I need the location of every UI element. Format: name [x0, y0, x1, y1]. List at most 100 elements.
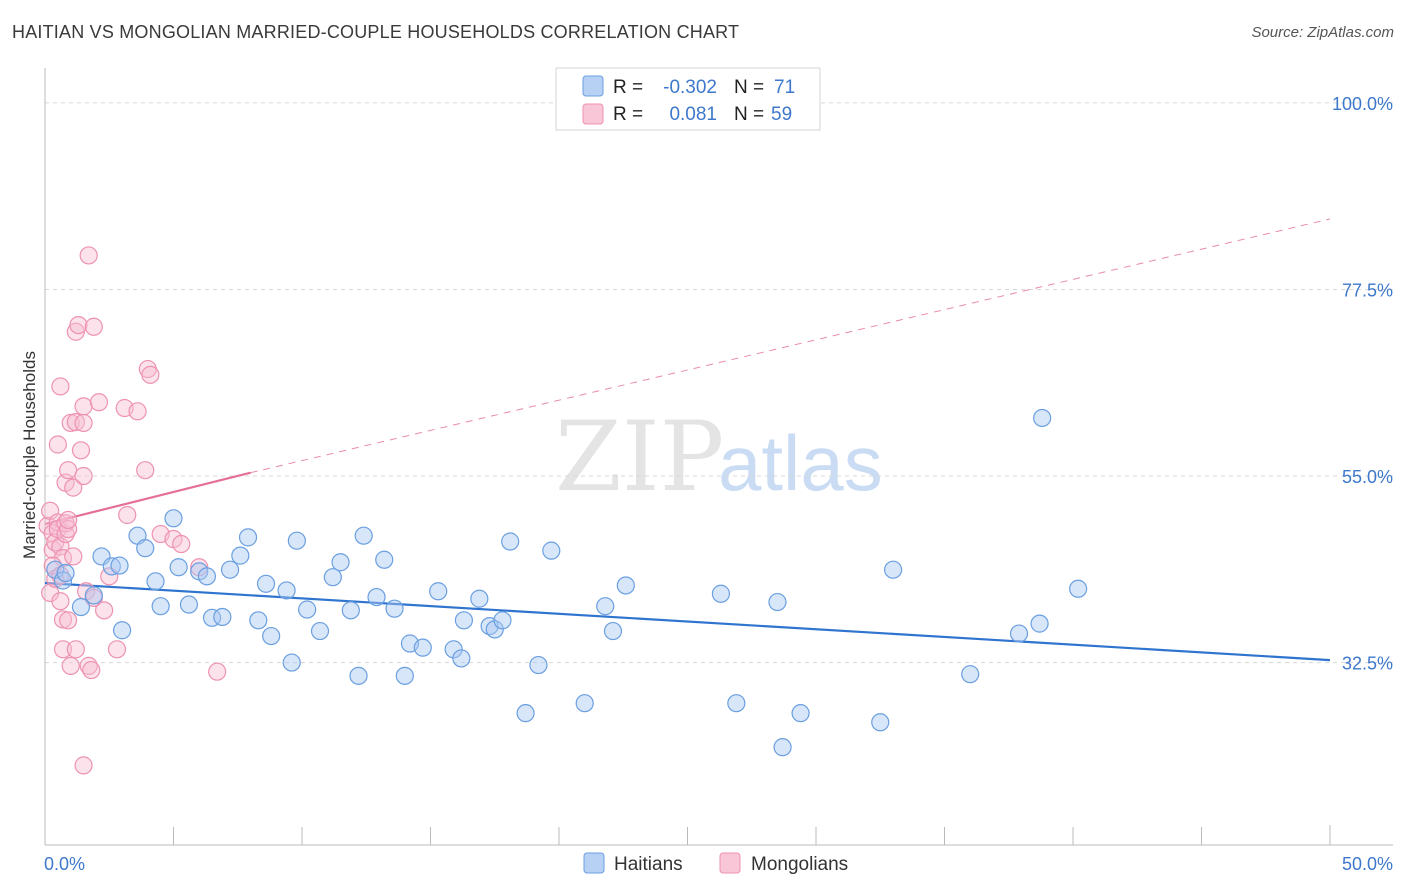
grid-lines — [45, 102, 1393, 664]
haitians-point-30 — [310, 621, 330, 641]
tick-labels: 32.5% 55.0% 77.5% 100.0% 0.0% 50.0% — [44, 94, 1393, 874]
mongolians-point-47 — [128, 402, 147, 421]
mongolians-point-38 — [82, 660, 101, 680]
haitians-point-52 — [529, 655, 548, 675]
legend-mongolians-label: Mongolians — [751, 854, 848, 875]
mongolians-point-22 — [59, 461, 78, 480]
x-tick-label-min: 0.0% — [44, 854, 85, 874]
haitians-n-value: 71 — [774, 77, 795, 98]
trend-lines — [44, 218, 1331, 662]
haitians-point-8 — [112, 621, 132, 640]
haitians-point-67 — [1030, 614, 1049, 633]
haitians-point-54 — [575, 694, 594, 713]
watermark-zip: ZIP — [555, 401, 724, 513]
mongolians-point-19 — [59, 519, 78, 539]
haitians-point-24 — [256, 574, 276, 593]
legend-haitians-label: Haitians — [614, 854, 683, 875]
haitians-point-39 — [395, 666, 414, 685]
mongolians-point-46 — [118, 505, 137, 525]
mongolians-point-12 — [51, 592, 70, 611]
haitians-point-6 — [102, 557, 121, 576]
mongolians-point-9 — [48, 435, 67, 454]
mongolians-point-16 — [56, 524, 75, 544]
haitians-point-31 — [323, 568, 342, 587]
haitians-point-65 — [961, 665, 980, 684]
watermark: ZIP atlas — [555, 401, 883, 513]
haitians-point-63 — [871, 713, 890, 732]
bottom-legend: Haitians Mongolians — [583, 852, 848, 875]
mongolians-point-24 — [61, 656, 80, 675]
mongolians-point-33 — [74, 397, 93, 416]
y-tick-label-0: 32.5% — [1342, 654, 1393, 674]
haitians-point-15 — [179, 595, 199, 614]
haitians-point-49 — [493, 611, 512, 630]
haitians-point-26 — [277, 581, 296, 600]
haitians-point-53 — [542, 541, 561, 560]
mongolians-point-5 — [46, 569, 65, 588]
mongolians-point-28 — [66, 413, 85, 432]
mongolians-point-14 — [53, 610, 73, 629]
chart-title: HAITIAN VS MONGOLIAN MARRIED-COUPLE HOUS… — [12, 22, 740, 42]
haitians-point-56 — [603, 621, 623, 641]
haitians-point-18 — [202, 608, 222, 627]
y-axis-label: Married-couple Households — [20, 351, 39, 559]
mongolians-point-55 — [208, 662, 227, 681]
haitians-point-44 — [452, 649, 471, 668]
mongolians-point-26 — [64, 547, 83, 566]
mongolians-trend-extension — [250, 218, 1331, 474]
mongolians-point-34 — [74, 413, 93, 433]
mongolians-point-50 — [141, 365, 160, 384]
mongolians-point-32 — [74, 466, 93, 486]
mongolians-point-11 — [51, 377, 70, 396]
mongolians-point-30 — [69, 315, 88, 335]
mongolians-point-31 — [71, 441, 91, 460]
haitians-point-14 — [169, 558, 188, 577]
haitians-point-37 — [375, 550, 394, 569]
mongolians-point-42 — [95, 601, 114, 620]
haitians-point-43 — [444, 640, 463, 659]
mongolians-point-48 — [136, 461, 155, 480]
haitians-point-66 — [1009, 624, 1029, 643]
haitians-point-20 — [220, 560, 240, 579]
haitians-point-42 — [429, 582, 448, 601]
haitians-point-68 — [1033, 408, 1052, 428]
haitians-point-19 — [213, 607, 232, 627]
haitians-point-3 — [71, 597, 91, 617]
haitians-point-55 — [596, 597, 615, 616]
haitians-point-34 — [349, 666, 368, 685]
y-tick-label-2: 77.5% — [1342, 280, 1393, 300]
haitians-point-48 — [485, 620, 504, 639]
haitians-point-62 — [791, 704, 810, 723]
haitians-point-41 — [413, 638, 432, 657]
haitians-point-69 — [1069, 579, 1088, 598]
haitians-point-13 — [164, 509, 183, 528]
haitians-point-45 — [454, 611, 474, 630]
mongolians-point-23 — [61, 413, 80, 433]
haitians-point-10 — [136, 539, 155, 558]
y-tick-label-3: 100.0% — [1332, 94, 1393, 114]
haitians-point-35 — [354, 526, 373, 545]
haitians-point-22 — [238, 528, 258, 547]
x-tick-label-max: 50.0% — [1342, 854, 1393, 874]
stats-legend: R = -0.302 N = 71 R = 0.081 N = 59 — [555, 67, 821, 131]
haitians-point-21 — [231, 546, 250, 565]
haitians-point-33 — [341, 601, 360, 620]
mongolians-point-53 — [172, 534, 191, 554]
axes — [44, 68, 1393, 846]
haitians-point-50 — [501, 532, 520, 551]
mongolians-r-value: 0.081 — [669, 104, 717, 125]
y-tick-label-1: 55.0% — [1342, 467, 1393, 487]
mongolians-point-27 — [66, 640, 85, 659]
haitians-point-29 — [298, 600, 317, 619]
haitians-point-17 — [197, 567, 217, 586]
haitians-point-64 — [883, 560, 903, 579]
mongolians-n-value: 59 — [771, 104, 792, 125]
haitians-trend-line — [44, 581, 1331, 662]
mongolians-point-40 — [84, 317, 103, 336]
haitians-point-57 — [616, 576, 635, 595]
mongolians-point-13 — [53, 640, 73, 659]
haitians-point-58 — [711, 584, 731, 603]
mongolians-point-25 — [64, 478, 83, 497]
mongolians-point-54 — [190, 558, 209, 577]
